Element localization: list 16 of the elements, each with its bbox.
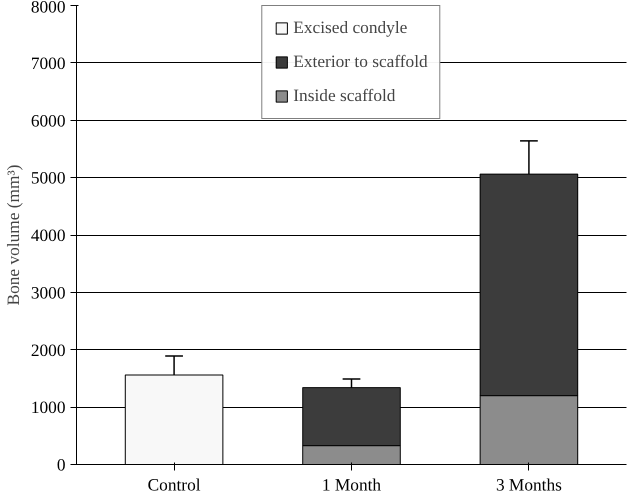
y-tick-label: 6000 xyxy=(30,111,66,130)
y-axis-title: Bone volume (mm³) xyxy=(4,164,23,306)
legend-label: Exterior to scaffold xyxy=(293,52,428,72)
y-tick-label: 0 xyxy=(56,456,66,474)
legend-label: Inside scaffold xyxy=(293,86,396,106)
legend-label: Excised condyle xyxy=(293,18,408,38)
y-tick-label: 1000 xyxy=(30,398,66,418)
y-tick-label: 5000 xyxy=(30,168,66,188)
y-tick-label: 4000 xyxy=(30,226,66,245)
x-tick-label: 3 Months xyxy=(496,476,562,494)
y-tick-label: 8000 xyxy=(30,0,66,16)
x-tick-label: Control xyxy=(148,476,201,494)
y-tick-label: 3000 xyxy=(30,283,66,302)
y-tick-label: 2000 xyxy=(30,340,66,360)
x-tick-label: 1 Month xyxy=(322,476,382,494)
y-tick-label: 7000 xyxy=(30,54,66,73)
